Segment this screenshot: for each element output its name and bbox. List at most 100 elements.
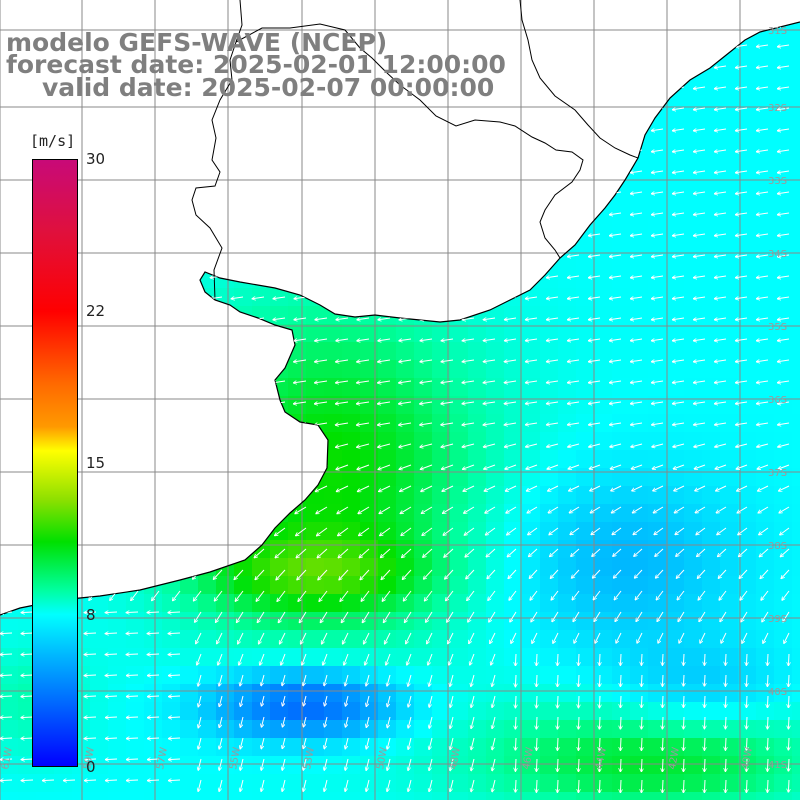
wind-speed-cell <box>360 774 379 793</box>
wind-arrow <box>735 129 748 131</box>
wind-speed-cell <box>648 252 667 271</box>
wind-speed-cell <box>630 468 649 487</box>
wind-speed-cell <box>648 738 667 757</box>
wind-speed-cell <box>576 342 595 361</box>
wind-speed-cell <box>630 666 649 685</box>
wind-arrow <box>515 758 516 771</box>
wind-arrow <box>504 402 517 404</box>
wind-speed-cell <box>540 540 559 559</box>
wind-speed-cell <box>756 360 775 379</box>
wind-arrow <box>714 381 727 383</box>
wind-speed-cell <box>234 648 253 667</box>
wind-speed-cell <box>432 720 451 739</box>
wind-speed-cell <box>378 486 397 505</box>
wind-speed-cell <box>288 558 307 577</box>
wind-speed-cell <box>234 738 253 757</box>
wind-speed-cell <box>594 468 613 487</box>
wind-speed-cell <box>558 270 577 289</box>
wind-arrow <box>273 318 286 320</box>
wind-speed-cell <box>648 594 667 613</box>
wind-arrow <box>147 717 160 718</box>
wind-speed-cell <box>108 702 127 721</box>
wind-speed-cell <box>558 432 577 451</box>
wind-speed-cell <box>0 756 19 775</box>
wind-arrow <box>672 150 685 152</box>
wind-speed-cell <box>324 360 343 379</box>
wind-arrow <box>441 381 454 383</box>
wind-speed-cell <box>468 486 487 505</box>
wind-speed-cell <box>144 774 163 793</box>
wind-speed-cell <box>468 684 487 703</box>
wind-arrow <box>578 779 579 793</box>
wind-arrow <box>126 759 139 760</box>
wind-speed-cell <box>630 720 649 739</box>
wind-speed-cell <box>234 594 253 613</box>
wind-arrow <box>400 506 412 514</box>
wind-arrow <box>672 423 685 425</box>
wind-speed-cell <box>738 198 757 217</box>
wind-arrow <box>295 506 307 514</box>
wind-arrow <box>725 758 726 772</box>
wind-speed-cell <box>378 774 397 793</box>
wind-speed-cell <box>756 486 775 505</box>
wind-speed-cell <box>252 792 271 800</box>
wind-speed-cell <box>162 720 181 739</box>
wind-speed-cell <box>684 414 703 433</box>
wind-arrow <box>557 653 558 666</box>
wind-arrow <box>557 737 558 751</box>
wind-speed-cell <box>414 486 433 505</box>
wind-speed-cell <box>396 522 415 541</box>
wind-arrow <box>714 318 727 320</box>
wind-speed-cell <box>684 738 703 757</box>
latitude-label: 40S <box>768 687 787 698</box>
wind-arrow <box>693 402 706 404</box>
wind-speed-cell <box>774 396 793 415</box>
wind-speed-cell <box>198 666 217 685</box>
wind-speed-cell <box>234 288 253 307</box>
wind-speed-cell <box>450 486 469 505</box>
wind-speed-cell <box>666 270 685 289</box>
wind-arrow <box>126 717 139 718</box>
wind-arrow <box>357 360 370 362</box>
wind-speed-cell <box>756 720 775 739</box>
wind-speed-cell <box>540 720 559 739</box>
wind-speed-cell <box>216 630 235 649</box>
wind-arrow <box>252 297 265 299</box>
wind-arrow <box>777 255 790 257</box>
wind-arrow <box>441 464 454 469</box>
wind-arrow <box>378 443 391 447</box>
latitude-label: 33S <box>768 176 787 187</box>
wind-speed-cell <box>342 486 361 505</box>
wind-arrow <box>314 381 328 383</box>
wind-speed-cell <box>702 180 721 199</box>
wind-arrow <box>651 213 664 215</box>
wind-speed-cell <box>522 720 541 739</box>
wind-arrow <box>630 381 643 383</box>
wind-speed-cell <box>756 702 775 721</box>
wind-arrow <box>569 485 580 491</box>
wind-speed-cell <box>756 198 775 217</box>
wind-speed-cell <box>468 792 487 800</box>
wind-speed-cell <box>288 378 307 397</box>
wind-speed-cell <box>504 378 523 397</box>
wind-speed-cell <box>738 90 757 109</box>
wind-speed-cell <box>486 522 505 541</box>
wind-speed-cell <box>504 432 523 451</box>
wind-arrow <box>778 443 790 447</box>
wind-arrow <box>588 339 601 341</box>
wind-speed-cell <box>360 396 379 415</box>
wind-arrow <box>168 738 181 739</box>
wind-speed-cell <box>558 792 577 800</box>
wind-speed-cell <box>702 72 721 91</box>
wind-speed-cell <box>180 738 199 757</box>
wind-arrow <box>674 506 685 513</box>
wind-arrow <box>736 464 748 469</box>
wind-speed-cell <box>576 486 595 505</box>
wind-arrow <box>536 758 537 772</box>
wind-speed-cell <box>774 144 793 163</box>
wind-speed-cell <box>270 666 289 685</box>
wind-speed-cell <box>666 612 685 631</box>
wind-speed-cell <box>180 576 199 595</box>
wind-arrow <box>443 527 454 535</box>
colorbar-tick-15: 15 <box>86 454 106 472</box>
